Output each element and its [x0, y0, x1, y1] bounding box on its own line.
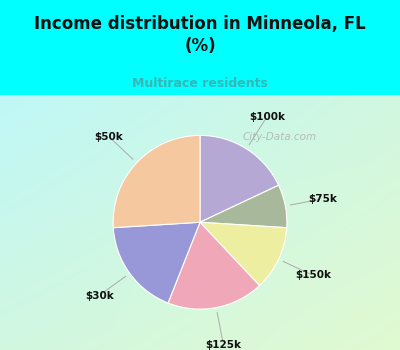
Wedge shape: [200, 222, 287, 286]
Text: Multirace residents: Multirace residents: [132, 77, 268, 90]
Text: City-Data.com: City-Data.com: [243, 133, 317, 142]
Text: $100k: $100k: [249, 112, 285, 122]
Text: Income distribution in Minneola, FL
(%): Income distribution in Minneola, FL (%): [34, 15, 366, 55]
Wedge shape: [200, 185, 287, 228]
Wedge shape: [113, 222, 200, 303]
Text: $125k: $125k: [205, 340, 241, 350]
Wedge shape: [113, 135, 200, 228]
Text: $30k: $30k: [85, 290, 114, 301]
Wedge shape: [168, 222, 260, 309]
Text: $75k: $75k: [308, 194, 337, 204]
Text: $50k: $50k: [95, 132, 124, 142]
Text: $150k: $150k: [295, 270, 331, 280]
Wedge shape: [200, 135, 279, 222]
